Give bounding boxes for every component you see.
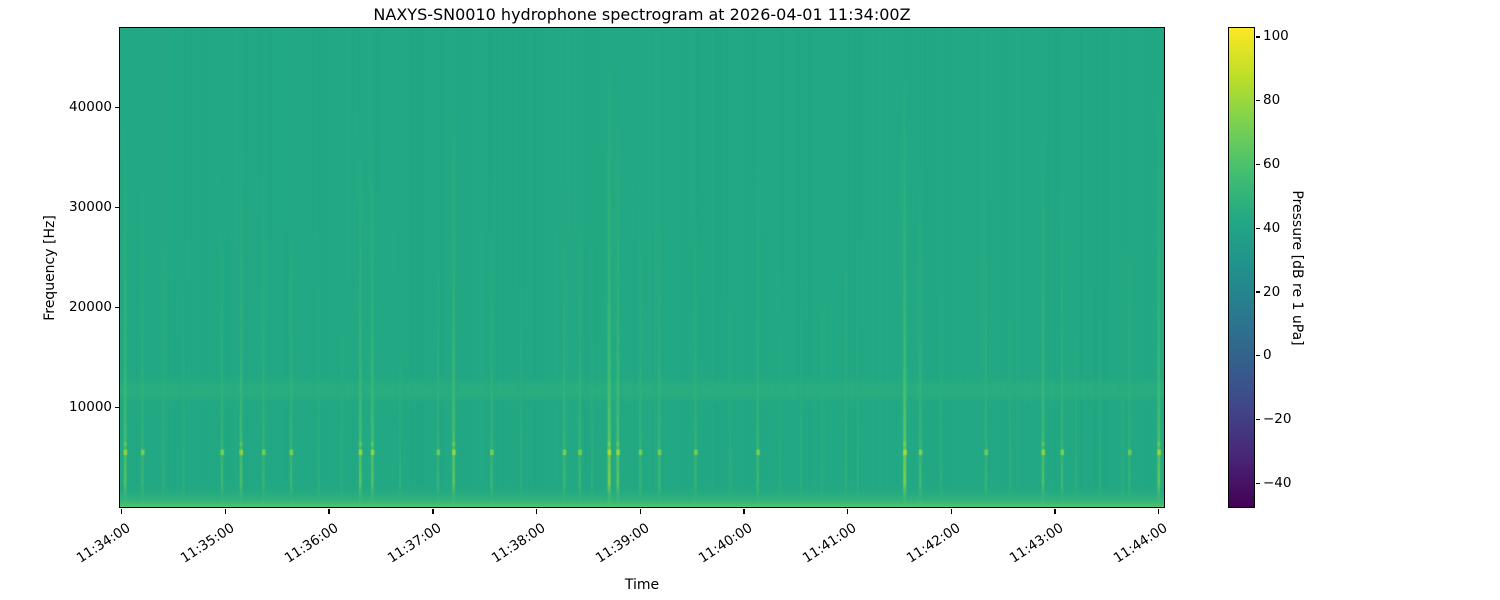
colorbar-tick-label: 60: [1263, 155, 1281, 172]
x-tick-mark: [950, 509, 953, 514]
colorbar-tick-mark: [1255, 36, 1260, 38]
colorbar-tick-mark: [1255, 291, 1260, 293]
colorbar-label: Pressure [dB re 1 uPa]: [1289, 190, 1305, 346]
colorbar-tick-mark: [1255, 100, 1260, 102]
x-tick-mark: [743, 509, 745, 514]
plot-area: [119, 27, 1165, 508]
colorbar-tick-mark: [1255, 482, 1260, 485]
spectrogram-heatmap: [120, 28, 1164, 507]
y-tick-mark: [114, 107, 119, 109]
x-tick-label: 11:42:00: [903, 520, 964, 567]
colorbar-tick-mark: [1255, 355, 1260, 357]
x-tick-label: 11:40:00: [696, 520, 756, 567]
colorbar-tick-mark: [1255, 418, 1260, 421]
colorbar-tick-mark: [1255, 163, 1260, 166]
x-tick-mark: [224, 509, 227, 514]
colorbar-tick-label: 20: [1263, 283, 1281, 300]
y-tick-label: 10000: [69, 398, 112, 415]
colorbar-tick-label: 40: [1263, 219, 1281, 236]
colorbar-tick-label: 0: [1263, 347, 1272, 364]
x-tick-label: 11:38:00: [488, 520, 549, 567]
colorbar: [1228, 27, 1255, 508]
x-tick-label: 11:34:00: [73, 520, 134, 567]
x-tick-mark: [1054, 509, 1056, 514]
x-tick-mark: [328, 509, 330, 514]
colorbar-tick-label: −40: [1263, 474, 1292, 491]
y-tick-label: 40000: [69, 99, 112, 116]
x-tick-label: 11:43:00: [1007, 520, 1067, 567]
colorbar-tick-label: 80: [1263, 92, 1281, 109]
x-tick-label: 11:35:00: [177, 520, 238, 567]
x-tick-label: 11:37:00: [385, 520, 445, 567]
y-tick-label: 30000: [69, 199, 112, 216]
y-tick-mark: [114, 206, 119, 209]
x-tick-label: 11:44:00: [1110, 520, 1171, 567]
x-tick-mark: [432, 509, 434, 514]
x-tick-mark: [121, 509, 123, 514]
x-tick-mark: [1158, 509, 1160, 514]
x-tick-label: 11:36:00: [281, 520, 341, 567]
x-tick-mark: [847, 509, 849, 514]
colorbar-tick-label: 100: [1263, 28, 1289, 45]
y-tick-mark: [114, 306, 119, 309]
chart-title: NAXYS-SN0010 hydrophone spectrogram at 2…: [373, 5, 911, 24]
colorbar-tick-label: −20: [1263, 411, 1292, 428]
x-tick-mark: [535, 509, 538, 514]
x-tick-label: 11:39:00: [592, 520, 652, 567]
colorbar-tick-mark: [1255, 227, 1260, 229]
x-tick-mark: [639, 509, 641, 514]
x-tick-label: 11:41:00: [799, 520, 860, 567]
y-tick-mark: [114, 406, 119, 408]
y-tick-label: 20000: [69, 298, 112, 315]
x-axis-label: Time: [624, 577, 660, 593]
